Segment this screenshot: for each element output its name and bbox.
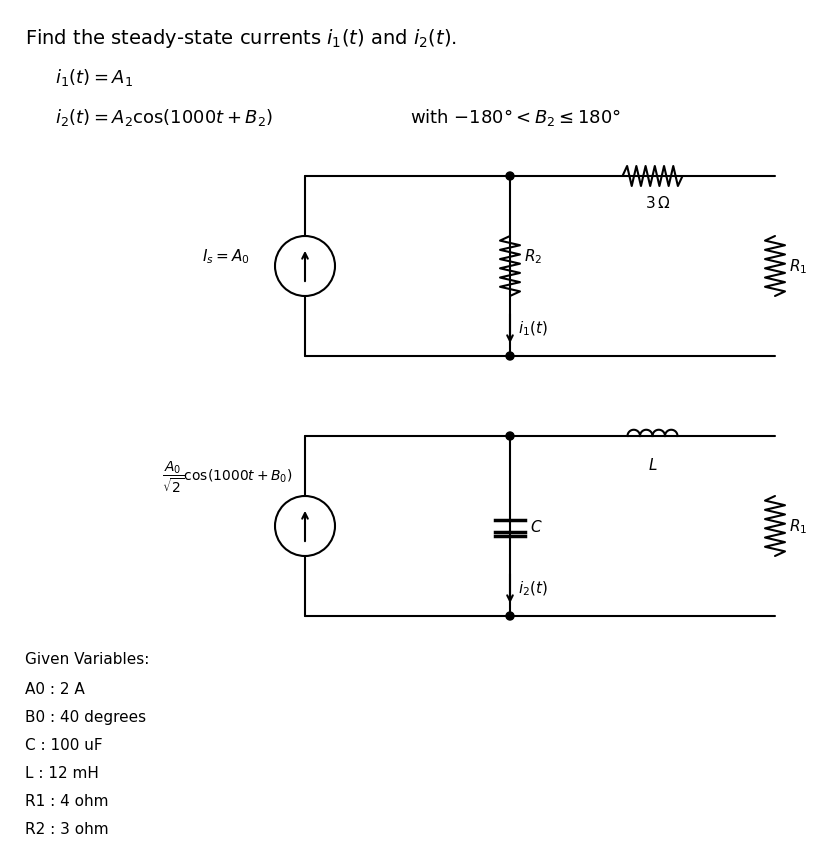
Text: B0 : 40 degrees: B0 : 40 degrees [25, 709, 146, 724]
Text: $I_s = A_0$: $I_s = A_0$ [203, 247, 250, 266]
Text: Given Variables:: Given Variables: [25, 651, 150, 666]
Circle shape [506, 173, 514, 181]
Text: with $-180° < B_2 \leq 180°$: with $-180° < B_2 \leq 180°$ [410, 107, 621, 127]
Text: $i_2(t) = A_2\mathrm{cos}(1000t + B_2)$: $i_2(t) = A_2\mathrm{cos}(1000t + B_2)$ [55, 107, 273, 127]
Text: $R_1$: $R_1$ [789, 257, 807, 276]
Text: $i_2(t)$: $i_2(t)$ [518, 579, 548, 598]
Text: $L$: $L$ [648, 456, 658, 473]
Text: R1 : 4 ohm: R1 : 4 ohm [25, 793, 109, 808]
Text: $R_1$: $R_1$ [789, 517, 807, 536]
Text: C : 100 uF: C : 100 uF [25, 737, 103, 753]
Text: R2 : 3 ohm: R2 : 3 ohm [25, 821, 109, 836]
Circle shape [506, 612, 514, 620]
Text: $i_1(t) = A_1$: $i_1(t) = A_1$ [55, 67, 133, 88]
Text: A0 : 2 A: A0 : 2 A [25, 681, 85, 697]
Text: $\dfrac{A_0}{\sqrt{2}}\mathrm{cos}(1000t + B_0)$: $\dfrac{A_0}{\sqrt{2}}\mathrm{cos}(1000t… [163, 459, 293, 494]
Circle shape [506, 432, 514, 441]
Circle shape [506, 353, 514, 361]
Text: Find the steady-state currents $i_1(t)$ and $i_2(t)$.: Find the steady-state currents $i_1(t)$ … [25, 27, 457, 50]
Text: $C$: $C$ [530, 518, 542, 535]
Text: $R_2$: $R_2$ [524, 247, 542, 266]
Text: L : 12 mH: L : 12 mH [25, 765, 99, 780]
Text: $3\,\Omega$: $3\,\Omega$ [645, 195, 670, 211]
Text: $i_1(t)$: $i_1(t)$ [518, 319, 548, 338]
